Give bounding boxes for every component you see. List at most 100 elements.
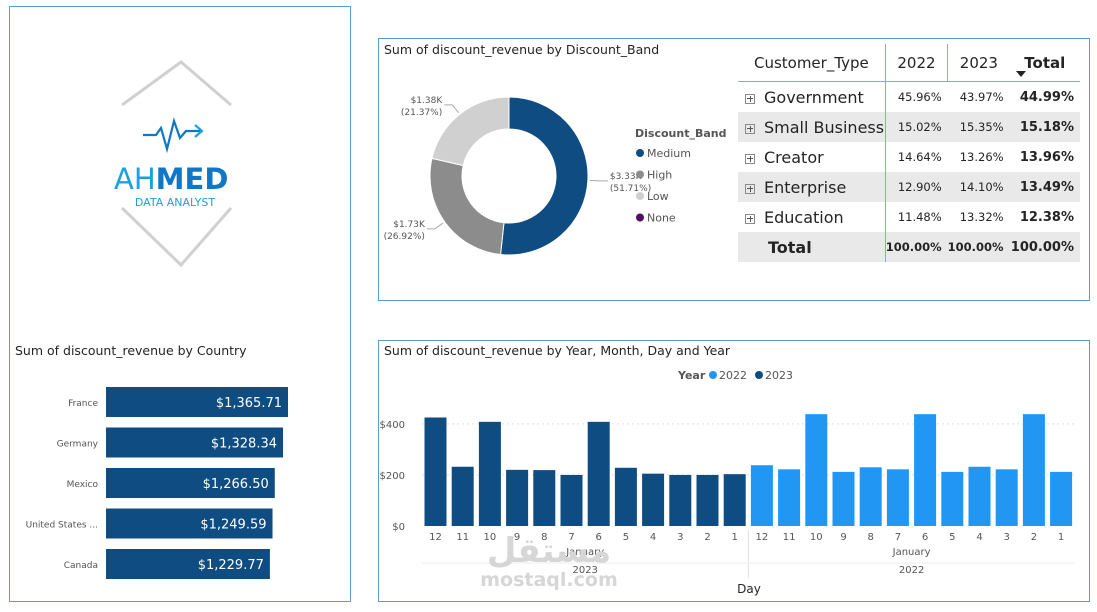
customer-type-matrix: Customer_Type 2022 2023 Total Government… [738, 44, 1080, 262]
day-tick-label: 8 [541, 532, 547, 543]
day-column[interactable] [859, 467, 882, 526]
matrix-row: Small Business 15.02% 15.35% 15.18% [738, 112, 1080, 142]
legend-item[interactable]: Medium [647, 147, 691, 160]
legend-marker [636, 149, 644, 157]
country-axis-label: Mexico [67, 480, 99, 490]
matrix-header-2022[interactable]: 2022 [885, 44, 949, 82]
day-column[interactable] [886, 469, 909, 526]
legend-marker [636, 213, 644, 222]
matrix-header-row: Customer_Type 2022 2023 Total [738, 44, 1080, 82]
day-tick-label: 2 [704, 532, 710, 543]
matrix-cell-2023: 14.10% [947, 172, 1010, 202]
day-column[interactable] [914, 414, 937, 526]
legend-marker [636, 170, 644, 179]
donut-slice[interactable] [431, 96, 510, 167]
day-tick-label: 8 [868, 532, 874, 543]
day-tick-label: 5 [623, 532, 629, 543]
day-column[interactable] [533, 470, 556, 526]
country-axis-label: Canada [64, 561, 98, 571]
day-tick-label: 4 [976, 532, 982, 543]
donut-legend-title: Discount_Band [635, 127, 726, 140]
matrix-cell-2022: 14.64% [897, 150, 942, 164]
matrix-header-customer-type[interactable]: Customer_Type [738, 44, 886, 82]
expand-plus-icon[interactable] [745, 213, 755, 224]
matrix-cell-2022: 15.02% [885, 112, 948, 142]
day-tick-label: 2 [1031, 532, 1037, 543]
country-bar[interactable] [106, 508, 273, 539]
matrix-header-2023[interactable]: 2023 [947, 44, 1010, 82]
matrix-total-row: Total 100.00% 100.00% 100.00% [738, 232, 1080, 262]
expand-plus-icon[interactable] [745, 123, 755, 134]
month-tick-label: January [565, 547, 604, 558]
day-tick-label: 6 [596, 532, 602, 543]
day-tick-label: 5 [949, 532, 955, 543]
matrix-header-total[interactable]: Total [1009, 44, 1080, 82]
day-column[interactable] [642, 473, 665, 526]
y-tick-label: $200 [380, 471, 405, 482]
day-column[interactable] [941, 471, 964, 526]
country-bar[interactable] [106, 549, 270, 579]
legend-item[interactable]: None [647, 212, 676, 225]
expand-plus-icon[interactable] [745, 183, 755, 194]
donut-chart-title: Sum of discount_revenue by Discount_Band [384, 42, 660, 57]
day-tick-label: 12 [756, 532, 769, 543]
logo-subtitle: DATA ANALYST [135, 196, 215, 209]
country-bar[interactable] [106, 427, 284, 458]
day-tick-label: 12 [429, 532, 442, 543]
matrix-row-label: Government [764, 87, 864, 107]
country-bar-label: $1,266.50 [203, 477, 269, 492]
matrix-total-2023: 100.00% [947, 232, 1010, 262]
day-column[interactable] [669, 474, 692, 526]
sort-descending-icon[interactable] [1015, 71, 1026, 77]
country-axis-label: Germany [57, 440, 99, 450]
day-column[interactable] [696, 474, 719, 526]
donut-value-label: $1.38K [411, 96, 444, 106]
matrix-cell-2022: 11.48% [897, 210, 942, 224]
day-column[interactable] [506, 469, 529, 526]
matrix-total-2022: 100.00% [885, 232, 948, 262]
matrix-row-label: Enterprise [764, 177, 847, 197]
day-column[interactable] [750, 465, 773, 526]
day-column[interactable] [1050, 471, 1073, 526]
country-bar-label: $1,229.77 [198, 558, 264, 573]
logo-arrow-icon [194, 124, 204, 138]
expand-plus-icon[interactable] [745, 153, 755, 164]
day-column[interactable] [832, 471, 855, 526]
day-column[interactable] [995, 469, 1018, 526]
donut-value-label: $3.33K [610, 172, 643, 182]
donut-percent-label: (21.37%) [401, 108, 442, 118]
day-column[interactable] [723, 474, 746, 526]
day-column[interactable] [614, 467, 637, 526]
day-tick-label: 10 [810, 532, 823, 543]
day-column[interactable] [805, 414, 828, 526]
legend-item[interactable]: 2023 [765, 369, 793, 382]
legend-item[interactable]: High [647, 169, 672, 182]
country-bar[interactable] [106, 468, 275, 498]
country-axis-label: France [68, 399, 98, 409]
day-column[interactable] [560, 474, 583, 526]
day-column[interactable] [1022, 414, 1045, 526]
day-column[interactable] [968, 466, 991, 526]
legend-item[interactable]: Low [647, 190, 669, 203]
day-column[interactable] [587, 421, 610, 526]
matrix-total-label: Total [738, 232, 886, 262]
day-column[interactable] [778, 469, 801, 526]
country-bar-label: $1,249.59 [200, 518, 266, 533]
legend-item[interactable]: 2022 [719, 369, 747, 382]
country-bar[interactable] [106, 387, 288, 417]
day-column[interactable] [451, 466, 474, 526]
column-legend-title: Year [677, 369, 706, 382]
day-tick-label: 3 [1004, 532, 1010, 543]
legend-marker [636, 192, 644, 200]
day-column[interactable] [478, 421, 501, 526]
left-panel: AHMED DATA ANALYST Sum of discount_reven… [9, 6, 351, 602]
donut-slice[interactable] [429, 157, 505, 256]
donut-leader-line [589, 179, 608, 182]
expand-plus-icon[interactable] [745, 93, 755, 104]
matrix-cell-total: 13.96% [1019, 149, 1074, 165]
day-column[interactable] [424, 417, 447, 526]
matrix-cell-total: 44.99% [1019, 89, 1074, 105]
matrix-cell-total: 13.49% [1009, 172, 1080, 202]
day-tick-label: 7 [568, 532, 574, 543]
donut-slice[interactable] [499, 96, 589, 256]
